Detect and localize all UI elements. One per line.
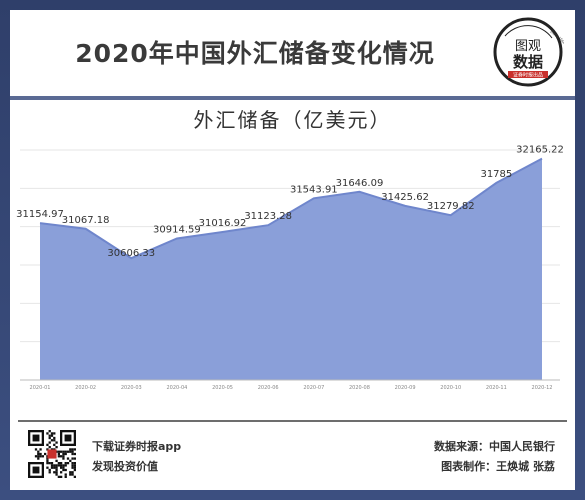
value-label: 31646.09 (336, 178, 384, 189)
badge-line2: 数据 (513, 53, 543, 71)
brand-badge-icon: Data Visualization 图观 数据 证券时报出品 (493, 17, 564, 87)
x-tick-layer: 2020-01 2020-02 2020-03 2020-04 2020-05 2020-… (30, 385, 553, 391)
area-layer (20, 157, 560, 381)
chart-title: 外汇储备（亿美元） (193, 108, 392, 132)
x-tick-label: 2020-08 (349, 385, 370, 391)
x-tick-label: 2020-10 (440, 385, 461, 391)
badge-circle (493, 17, 563, 87)
series-area (40, 158, 542, 380)
value-label: 30914.59 (153, 225, 201, 236)
header: 2020年中国外汇储备变化情况 Data Visualization 图观 数据… (10, 10, 575, 92)
header-divider (10, 96, 575, 100)
chart-maker-label: 图表制作：王焕城 张荔 (441, 460, 555, 473)
series-line (39, 157, 543, 260)
value-label: 32165.22 (516, 145, 564, 156)
data-source-label: 数据来源：中国人民银行 (434, 440, 555, 453)
page-title: 2020年中国外汇储备变化情况 (75, 39, 435, 68)
value-label: 31067.18 (62, 215, 110, 226)
value-label: 30606.33 (107, 248, 155, 259)
x-tick-label: 2020-01 (30, 385, 51, 391)
value-label: 31785 (480, 169, 512, 180)
value-label: 31425.62 (381, 192, 429, 203)
badge-tag-bg (508, 71, 548, 78)
x-tick-label: 2020-12 (532, 385, 553, 391)
value-label: 31543.91 (290, 184, 338, 195)
value-label: 31016.92 (199, 218, 247, 229)
value-label: 31123.28 (244, 211, 292, 222)
value-label: 31154.97 (16, 209, 64, 220)
value-label: 31279.82 (427, 201, 475, 212)
x-tick-label: 2020-03 (121, 385, 142, 391)
qr-code-icon (28, 430, 76, 478)
x-tick-label: 2020-05 (212, 385, 233, 391)
footer-divider (18, 420, 567, 422)
badge-arc (504, 25, 553, 39)
x-tick-label: 2020-11 (486, 385, 507, 391)
x-tick-label: 2020-09 (395, 385, 416, 391)
x-tick-label: 2020-02 (75, 385, 96, 391)
x-tick-label: 2020-06 (258, 385, 279, 391)
x-tick-label: 2020-04 (166, 385, 187, 391)
badge-line1: 图观 (515, 39, 541, 54)
footer-slogan-2: 发现投资价值 (92, 460, 158, 473)
badge-tag: 证券时报出品 (513, 72, 543, 79)
x-tick-label: 2020-07 (303, 385, 324, 391)
footer-slogan-1: 下载证券时报app (92, 440, 182, 453)
